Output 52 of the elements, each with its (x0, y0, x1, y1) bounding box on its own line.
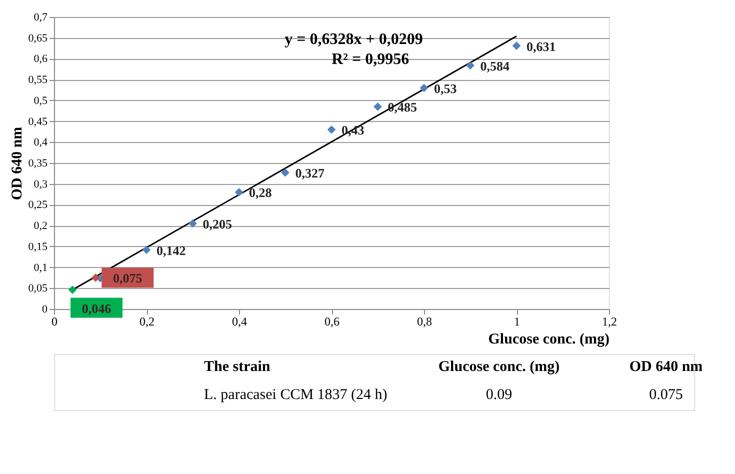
y-tick-label: 0 (42, 304, 48, 316)
text: 0.075 (649, 387, 683, 403)
annotation: R² = 0,9956 (332, 51, 410, 68)
data-label: 0,205 (202, 216, 232, 232)
data-label: 0,28 (249, 185, 272, 200)
point (327, 125, 336, 134)
point (188, 219, 197, 228)
x-tick-label: 0,8 (417, 314, 432, 328)
x-tick-label: 0 (52, 314, 58, 328)
text: OD 640 nm (629, 359, 704, 375)
x-tick-label: 1,2 (602, 314, 617, 328)
y-tick-label: 0,05 (28, 282, 48, 295)
text: Glucose conc. (mg) (438, 359, 560, 375)
point (420, 84, 428, 92)
y-tick-label: 0,7 (34, 12, 48, 24)
y-tick-label: 0,1 (34, 262, 48, 274)
point (281, 168, 290, 177)
text: The strain (204, 359, 271, 375)
y-tick-label: 0,65 (28, 32, 48, 44)
data-label: 0,075 (113, 270, 143, 286)
x-axis-title: Glucose conc. (mg) (488, 332, 610, 348)
point (374, 102, 382, 111)
data-label: 0,631 (526, 38, 556, 54)
data-label: 0,584 (480, 58, 510, 74)
y-tick-label: 0,3 (34, 178, 48, 190)
point (512, 42, 521, 50)
point (234, 188, 244, 196)
data-label: 0,046 (82, 300, 112, 316)
y-tick-label: 0,2 (34, 220, 48, 232)
x-tick-label: 0,6 (324, 314, 340, 328)
y-tick-label: 0,35 (28, 158, 48, 170)
x-tick-label: 0,4 (232, 314, 247, 328)
y-tick-label: 0,5 (34, 94, 48, 107)
y-tick-label: 0,15 (28, 240, 48, 253)
y-tick-label: 0,6 (34, 53, 48, 66)
y-tick-label: 0,45 (28, 116, 48, 128)
data-label: 0,142 (156, 242, 186, 258)
annotation: y = 0,6328x + 0,0209 (284, 31, 423, 48)
point (68, 286, 77, 294)
y-axis-title: OD 640 nm (9, 126, 26, 200)
point (91, 274, 100, 282)
x-tick-label: 1 (514, 314, 520, 328)
y-tick-label: 0,25 (28, 199, 48, 212)
text: 0.09 (486, 387, 512, 403)
x-tick-label: 0,2 (140, 314, 154, 328)
point (142, 246, 151, 254)
data-label: 0,327 (295, 166, 325, 181)
point (466, 61, 474, 70)
text: L. paracasei CCM 1837 (24 h) (204, 387, 388, 403)
y-tick-label: 0,4 (34, 136, 48, 149)
data-label: 0,53 (434, 80, 458, 96)
y-tick-label: 0,55 (28, 74, 48, 86)
